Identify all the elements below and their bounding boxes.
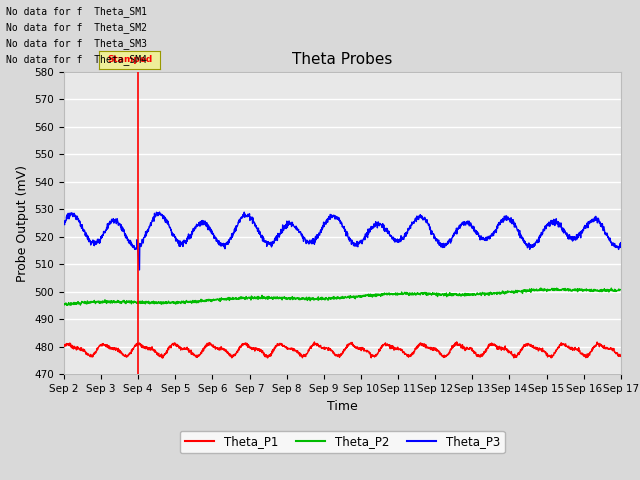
Text: No data for f  Theta_SM3: No data for f Theta_SM3 xyxy=(6,38,147,49)
Text: Stamped: Stamped xyxy=(107,56,152,64)
Y-axis label: Probe Output (mV): Probe Output (mV) xyxy=(16,165,29,282)
X-axis label: Time: Time xyxy=(327,400,358,413)
Text: No data for f  Theta_SM2: No data for f Theta_SM2 xyxy=(6,22,147,33)
Legend: Theta_P1, Theta_P2, Theta_P3: Theta_P1, Theta_P2, Theta_P3 xyxy=(180,431,505,453)
Text: No data for f  Theta_SM4: No data for f Theta_SM4 xyxy=(6,54,147,65)
Text: No data for f  Theta_SM1: No data for f Theta_SM1 xyxy=(6,6,147,17)
Title: Theta Probes: Theta Probes xyxy=(292,52,392,67)
